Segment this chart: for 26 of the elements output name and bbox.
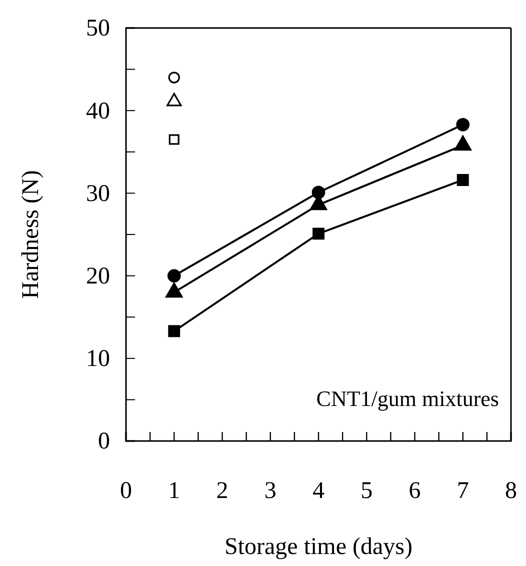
y-tick-label: 50	[86, 16, 110, 42]
point	[456, 174, 469, 186]
point	[168, 325, 180, 338]
point	[168, 134, 180, 145]
y-tick-label: 40	[86, 98, 110, 124]
x-tick-label: 0	[120, 478, 132, 504]
y-axis-title: Hardness (N)	[18, 170, 44, 299]
x-tick-label: 2	[216, 478, 228, 504]
x-tick-label: 7	[456, 478, 469, 504]
x-tick-label: 6	[408, 478, 421, 504]
x-axis-title: Storage time (days)	[224, 534, 412, 560]
point	[168, 72, 180, 84]
y-tick-label: 30	[86, 180, 110, 207]
point	[312, 186, 326, 200]
annotation: CNT1/gum mixtures	[316, 386, 499, 411]
point	[167, 269, 181, 282]
x-tick-label: 1	[168, 478, 180, 504]
x-tick-label: 3	[264, 478, 276, 504]
y-tick-label: 0	[98, 428, 110, 455]
point	[456, 118, 470, 132]
y-tick-label: 20	[86, 263, 110, 290]
x-tick-label: 8	[505, 478, 517, 504]
x-tick-label: 5	[360, 478, 373, 504]
point	[312, 228, 324, 240]
x-tick-label: 4	[312, 478, 324, 504]
y-tick-label: 10	[86, 346, 110, 372]
